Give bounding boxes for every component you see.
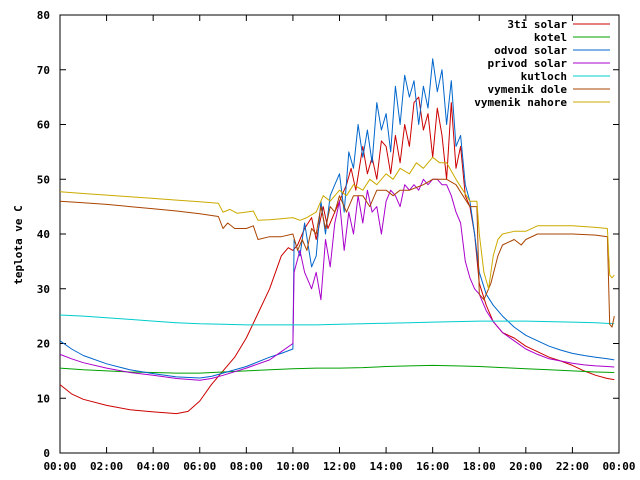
y-tick-label: 50 — [37, 173, 50, 186]
y-axis: 0 10 20 30 40 50 60 70 80 — [37, 9, 619, 460]
series-line-kutloch — [59, 314, 615, 326]
x-tick-label: 04:00 — [137, 460, 170, 473]
legend-label: kotel — [534, 31, 567, 44]
y-tick-label: 80 — [37, 9, 50, 22]
legend-label: vymenik nahore — [474, 96, 567, 109]
x-tick-label: 10:00 — [276, 460, 309, 473]
legend-label: kutloch — [521, 70, 567, 83]
x-tick-label: 12:00 — [323, 460, 356, 473]
y-tick-label: 30 — [37, 283, 50, 296]
legend-label: privod solar — [488, 57, 568, 70]
x-tick-label: 00:00 — [43, 460, 76, 473]
y-tick-label: 20 — [37, 338, 50, 351]
legend-label: odvod solar — [494, 44, 567, 57]
x-tick-label: 14:00 — [370, 460, 403, 473]
series-line-kotel — [59, 364, 615, 374]
x-tick-label: 00:00 — [602, 460, 635, 473]
series-layer — [59, 58, 615, 415]
series-line-odvod-solar — [59, 58, 615, 379]
series-line-vymenik-nahore — [59, 156, 615, 290]
x-axis: 00:00 02:00 04:00 06:00 08:00 10:00 12:00 14:00… — [43, 15, 636, 473]
y-tick-label: 70 — [37, 64, 50, 77]
y-tick-label: 0 — [43, 447, 50, 460]
x-tick-label: 22:00 — [556, 460, 589, 473]
series-line-privod-solar — [59, 178, 615, 381]
y-tick-label: 10 — [37, 392, 50, 405]
x-tick-label: 20:00 — [509, 460, 542, 473]
x-tick-label: 08:00 — [230, 460, 263, 473]
series-line-3ti-solar — [59, 96, 615, 415]
x-tick-label: 18:00 — [463, 460, 496, 473]
x-tick-label: 16:00 — [416, 460, 449, 473]
series-line-vymenik-dole — [59, 178, 615, 328]
legend-label: 3ti solar — [507, 18, 567, 31]
y-tick-label: 40 — [37, 228, 50, 241]
x-tick-label: 02:00 — [90, 460, 123, 473]
x-tick-label: 06:00 — [183, 460, 216, 473]
y-axis-title: teplota ve C — [12, 205, 25, 284]
legend-label: vymenik dole — [488, 83, 568, 96]
y-tick-label: 60 — [37, 119, 50, 132]
